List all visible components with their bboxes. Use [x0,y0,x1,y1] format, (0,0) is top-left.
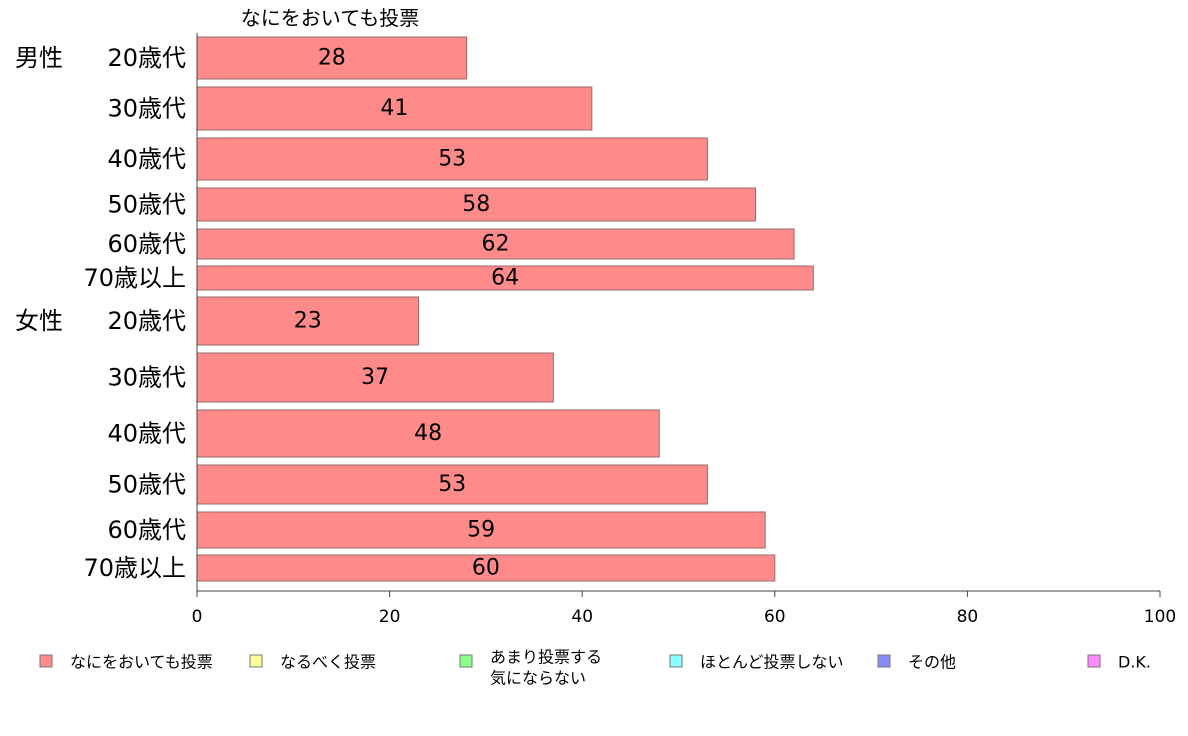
legend-label: あまり投票する [490,648,602,667]
legend-swatch [669,654,683,668]
bar [196,511,766,549]
category-label: 30歳代 [107,95,186,123]
legend-label: D.K. [1118,653,1151,672]
bar [196,554,776,582]
category-label: 50歳代 [107,471,186,499]
bar-value-label: 41 [380,96,408,121]
bar-value-label: 48 [414,421,442,446]
bar-value-label: 64 [491,266,519,291]
legend-swatch [459,654,473,668]
x-tick-label: 80 [957,607,979,627]
x-axis: 0 20 40 60 80 100 [192,33,1176,627]
bar [196,137,708,181]
legend-swatch [39,654,53,668]
bar-value-label: 53 [438,472,466,497]
category-label: 20歳代 [107,44,186,72]
bar-value-label: 28 [318,46,346,71]
legend-label: なるべく投票 [280,653,376,672]
x-tick-label: 20 [379,607,401,627]
legend-label: ほとんど投票しない [700,653,844,672]
category-label: 70歳以上 [83,554,186,582]
x-tick-label: 40 [571,607,593,627]
series-title: なにをおいても投票 [241,6,419,30]
bar-value-label: 59 [467,518,495,543]
bar [196,187,757,222]
category-label: 40歳代 [107,145,186,173]
bar-value-label: 53 [438,147,466,172]
bar [196,464,708,505]
x-tick-label: 0 [192,607,203,627]
group-label: 男性 [15,44,63,72]
category-label: 60歳代 [107,516,186,544]
category-label: 60歳代 [107,230,186,258]
bar-value-label: 62 [482,232,510,257]
category-label: 20歳代 [107,307,186,335]
group-label: 女性 [15,307,63,335]
legend-label: その他 [908,653,956,672]
x-tick-label: 60 [764,607,786,627]
category-label: 40歳代 [107,420,186,448]
legend-swatch [1087,654,1101,668]
bar-value-label: 60 [472,556,500,581]
legend-swatch [877,654,891,668]
bar-value-label: 37 [361,365,389,390]
legend-label: なにをおいても投票 [70,653,213,672]
bar-value-label: 58 [462,192,490,217]
bar [196,296,419,346]
x-tick-label: 100 [1144,607,1176,627]
category-labels-layer: 20歳代 30歳代 40歳代 50歳代 60歳代 70歳以上 20歳代 30歳代 40歳代 50歳… [15,44,186,582]
category-label: 30歳代 [107,364,186,392]
bar [196,228,795,260]
category-label: 50歳代 [107,191,186,219]
bar-value-label: 23 [294,309,322,334]
bar [196,36,468,80]
category-label: 70歳以上 [83,264,186,292]
bar [196,86,593,131]
legend-swatch [249,654,263,668]
legend-label-line2: 気にならない [490,669,586,688]
